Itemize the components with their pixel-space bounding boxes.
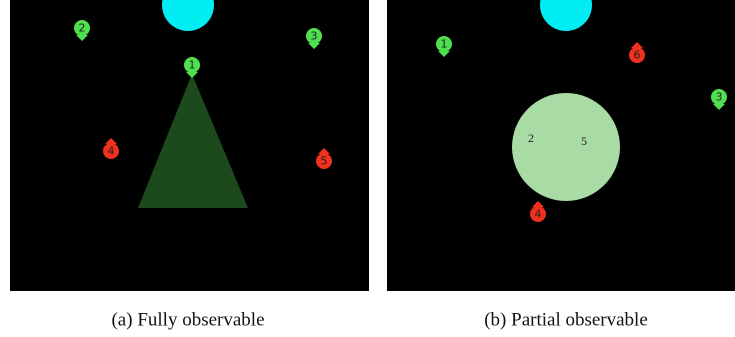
- agent-label: 2: [79, 22, 86, 35]
- agent-label: 3: [311, 30, 318, 43]
- agent-label: 4: [108, 145, 115, 158]
- agent-label: 4: [535, 208, 542, 221]
- panel-a: 1 2 3 4 5: [10, 0, 369, 291]
- observed-agent: 2: [528, 131, 534, 145]
- caption: (b) Partial observable: [484, 310, 648, 331]
- agent-label: 3: [716, 91, 723, 104]
- observed-agent: 5: [581, 134, 587, 148]
- agent-label: 6: [634, 49, 641, 62]
- panel-b: 2 5 1 6 3 4: [387, 0, 735, 291]
- caption: (a) Fully observable: [111, 310, 264, 331]
- observation-range: [512, 93, 620, 201]
- agent-label: 1: [441, 38, 448, 51]
- figure: 1 2 3 4 5 2 5 1 6 3 4 (a) Fully observab…: [0, 0, 735, 337]
- agent-label: 5: [321, 155, 328, 168]
- agent-label: 1: [189, 59, 196, 72]
